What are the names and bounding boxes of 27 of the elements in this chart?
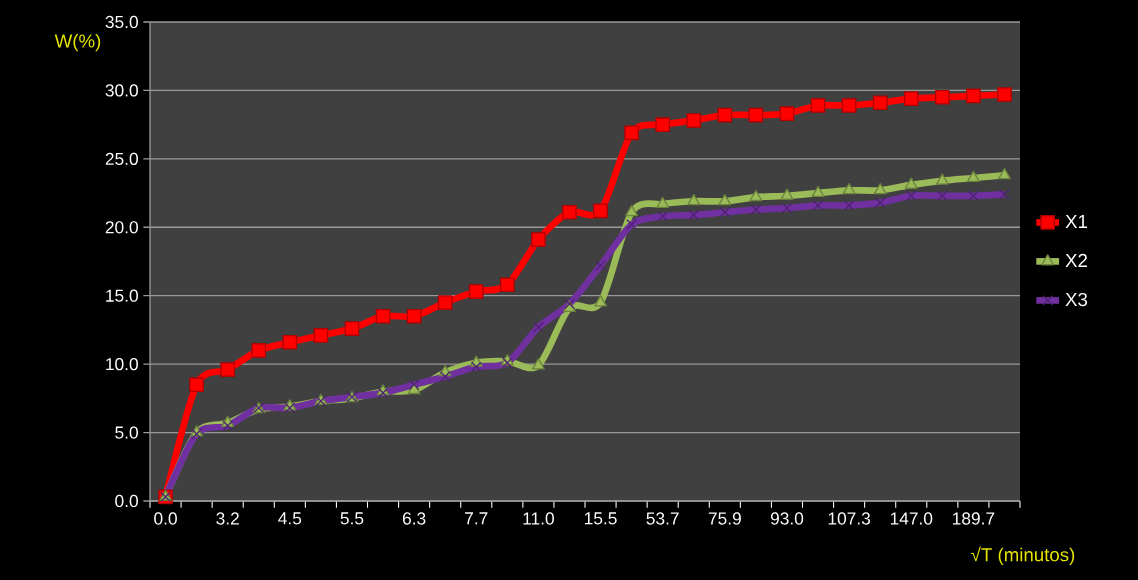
- x-tick-label: 75.9: [708, 512, 741, 525]
- legend-label: X3: [1065, 292, 1088, 307]
- x-tick-label: 15.5: [584, 512, 617, 525]
- y-tick-label: 10.0: [106, 357, 138, 371]
- x-tick-label: 4.5: [278, 512, 302, 525]
- y-axis-title: W(%): [54, 33, 101, 52]
- y-tick-label: 20.0: [105, 221, 138, 234]
- x-tick-label: 53.7: [646, 512, 679, 525]
- y-tick-label: 35.0: [105, 15, 138, 29]
- x-tick-label: 6.3: [402, 512, 426, 525]
- legend-label: X2: [1065, 253, 1087, 267]
- x-tick-label: 93.0: [770, 512, 804, 525]
- legend-label: X1: [1065, 215, 1087, 228]
- y-tick-label: 25.0: [105, 152, 138, 165]
- x-tick-label: 7.7: [465, 512, 488, 525]
- x-axis-title: √T (minutos): [971, 546, 1075, 566]
- x-tick-label: 5.5: [340, 512, 364, 525]
- x-tick-label: 189.7: [953, 512, 995, 525]
- x-tick-label: 0.0: [154, 512, 177, 525]
- x-tick-label: 147.0: [890, 512, 933, 525]
- x-tick-label: 3.2: [216, 512, 239, 525]
- x-tick-label: 11.0: [523, 512, 554, 525]
- y-tick-label: 5.0: [115, 426, 138, 439]
- y-tick-label: 30.0: [105, 84, 138, 97]
- y-tick-label: 15.0: [106, 289, 138, 302]
- y-tick-label: 0.0: [115, 494, 138, 508]
- x-tick-label: 107.3: [828, 512, 871, 525]
